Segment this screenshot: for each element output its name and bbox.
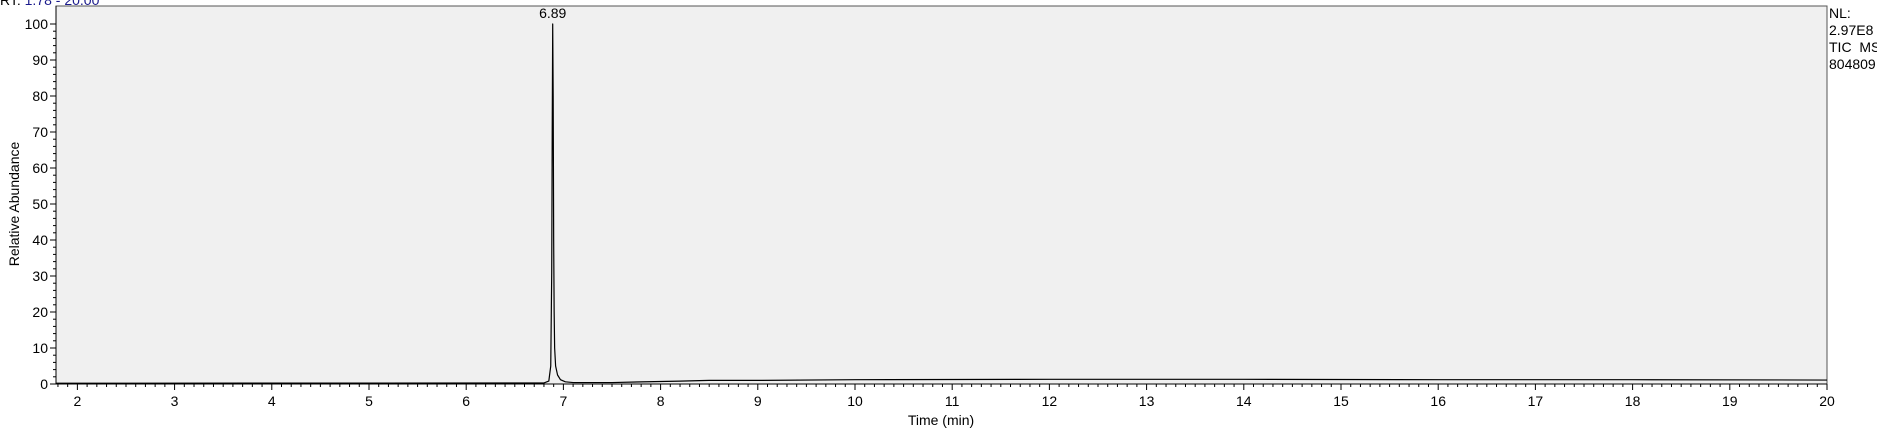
x-tick-label: 15 <box>1333 393 1349 409</box>
annotation-layer: 6.89 <box>539 5 566 21</box>
rt-label: RT: <box>0 0 21 8</box>
file-id: 804809 <box>1829 56 1876 72</box>
x-tick-label: 9 <box>754 393 762 409</box>
y-tick-label: 0 <box>40 376 48 392</box>
peak-label: 6.89 <box>539 5 566 21</box>
y-axis-title: Relative Abundance <box>6 142 22 267</box>
x-tick-label: 12 <box>1042 393 1058 409</box>
x-tick-label: 17 <box>1528 393 1544 409</box>
x-tick-label: 20 <box>1819 393 1835 409</box>
y-tick-label: 50 <box>32 196 48 212</box>
x-tick-label: 13 <box>1139 393 1155 409</box>
x-tick-label: 18 <box>1625 393 1641 409</box>
y-tick-label: 70 <box>32 124 48 140</box>
y-tick-label: 10 <box>32 340 48 356</box>
x-tick-label: 14 <box>1236 393 1252 409</box>
x-tick-label: 6 <box>462 393 470 409</box>
x-tick-label: 11 <box>945 393 960 409</box>
y-tick-label: 80 <box>32 88 48 104</box>
x-axis-ticks: 2 3 4 5 6 7 8 9 10 11 12 13 14 15 16 17 18 19 20 <box>73 384 1835 409</box>
x-tick-label: 19 <box>1722 393 1738 409</box>
x-tick-label: 10 <box>847 393 863 409</box>
rt-range-header: RT: 1.78 - 20.00 <box>0 0 99 8</box>
y-tick-label: 20 <box>32 304 48 320</box>
x-axis-title: Time (min) <box>908 412 974 428</box>
tic-trace-line <box>55 23 1828 384</box>
y-axis-ticks: 0 10 20 30 40 50 60 70 80 90 100 <box>25 16 56 392</box>
y-tick-label: 30 <box>32 268 48 284</box>
plot-background <box>55 5 1828 385</box>
x-tick-label: 7 <box>559 393 567 409</box>
series-layer <box>55 23 1828 384</box>
nl-label: NL: <box>1829 5 1851 21</box>
x-tick-label: 3 <box>171 393 179 409</box>
x-tick-label: 2 <box>73 393 81 409</box>
x-tick-label: 16 <box>1430 393 1446 409</box>
rt-range-value: 1.78 - 20.00 <box>24 0 100 8</box>
nl-value: 2.97E8 <box>1829 22 1874 38</box>
y-tick-label: 60 <box>32 160 48 176</box>
x-tick-label: 5 <box>365 393 373 409</box>
trace-type: TIC MS <box>1829 39 1877 55</box>
x-tick-label: 8 <box>657 393 665 409</box>
x-tick-label: 4 <box>268 393 276 409</box>
normalization-info: NL: 2.97E8 TIC MS 804809 <box>1829 5 1877 73</box>
y-tick-label: 100 <box>25 16 49 32</box>
y-tick-label: 40 <box>32 232 48 248</box>
y-tick-label: 90 <box>32 52 48 68</box>
